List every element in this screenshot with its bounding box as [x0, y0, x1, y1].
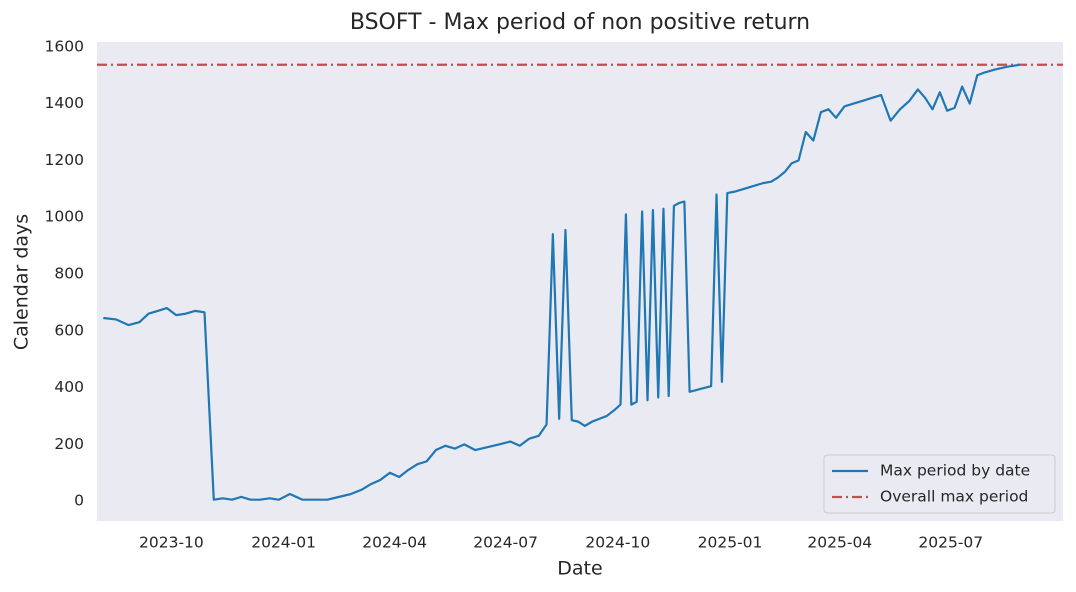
legend-label: Max period by date [880, 462, 1030, 480]
x-tick-label: 2025-04 [807, 534, 872, 552]
y-tick-label: 200 [54, 435, 84, 453]
y-tick-label: 1000 [45, 208, 84, 226]
y-tick-label: 1200 [45, 151, 84, 169]
legend-box [823, 454, 1056, 514]
data-line [103, 63, 1021, 501]
y-tick-label: 400 [54, 378, 84, 396]
y-tick-label: 1400 [45, 94, 84, 112]
legend-label: Overall max period [880, 488, 1028, 506]
plot-area [97, 42, 1063, 521]
chart-title: BSOFT - Max period of non positive retur… [350, 10, 810, 35]
x-tick-label: 2025-07 [918, 534, 983, 552]
y-tick-label: 800 [54, 264, 84, 282]
x-axis-label: Date [557, 558, 602, 580]
y-axis-label: Calendar days [11, 214, 33, 350]
x-tick-label: 2024-01 [251, 534, 316, 552]
legend: Max period by date Overall max period [823, 454, 1056, 514]
y-tick-label: 600 [54, 321, 84, 339]
x-tick-label: 2024-04 [362, 534, 427, 552]
y-tick-label: 0 [74, 492, 84, 510]
x-tick-label: 2024-07 [473, 534, 538, 552]
y-tick-label: 1600 [45, 37, 84, 55]
x-tick-label: 2025-01 [698, 534, 763, 552]
x-tick-label: 2023-10 [139, 534, 204, 552]
x-tick-label: 2024-10 [585, 534, 650, 552]
